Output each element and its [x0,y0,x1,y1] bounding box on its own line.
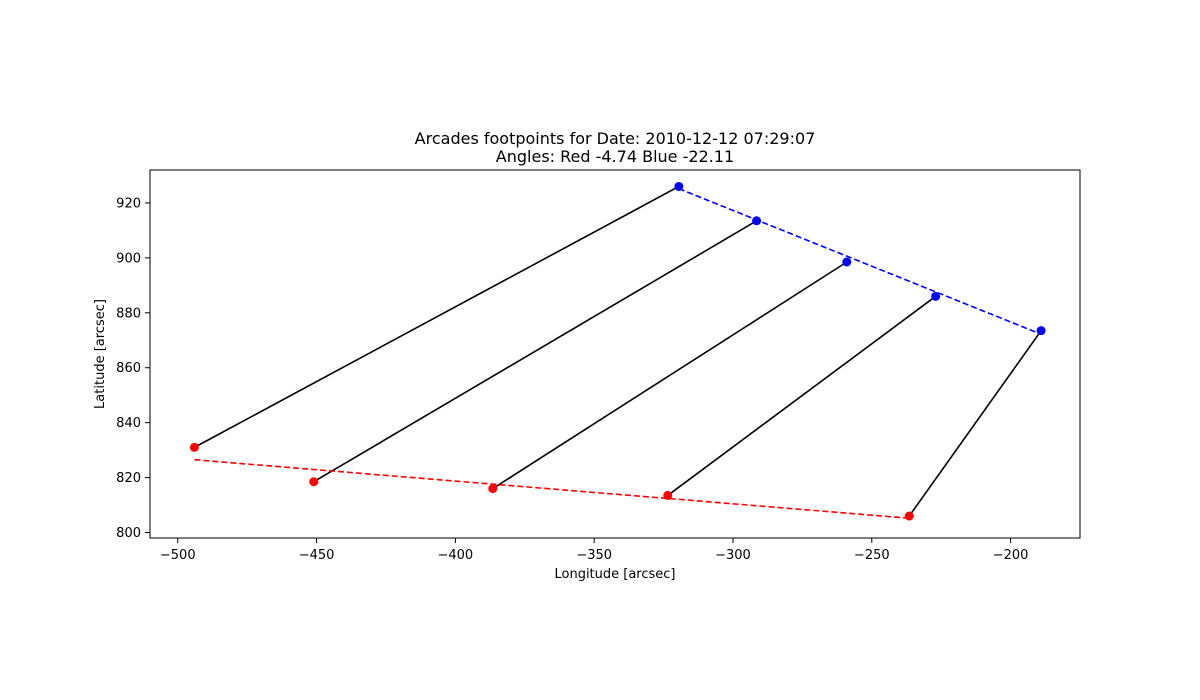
connector-line [492,261,848,490]
blue-point [842,257,852,267]
red-point [309,477,319,487]
y-tick-label: 860 [116,361,141,376]
red-fit-line [194,458,910,520]
chart-subtitle: Angles: Red -4.74 Blue -22.11 [496,147,734,166]
red-point [663,490,673,500]
connector-line [908,330,1042,517]
plot-frame [149,169,1081,539]
blue-points [674,181,1046,336]
y-tick-label: 840 [116,416,141,431]
x-tick-label: −200 [993,548,1029,563]
blue-point [674,181,684,191]
connector-line [313,220,757,483]
red-points [189,442,914,521]
y-tick-label: 880 [116,306,141,321]
connector-line [194,185,680,449]
chart-title: Arcades footpoints for Date: 2010-12-12 … [415,129,816,148]
blue-point [752,216,762,226]
x-tick-label: −450 [299,548,335,563]
y-axis-label: Latitude [arcsec] [93,299,108,409]
x-tick-label: −350 [576,548,612,563]
connector-line [667,295,937,497]
y-tick-label: 800 [116,526,141,541]
x-axis-label: Longitude [arcsec] [554,567,675,582]
red-point [904,511,914,521]
x-tick-label: −300 [715,548,751,563]
y-tick-label: 920 [116,196,141,211]
red-point [488,484,498,494]
y-axis: 800 820 840 860 880 900 920 [116,196,150,541]
x-tick-label: −400 [438,548,474,563]
y-tick-label: 900 [116,251,141,266]
x-tick-label: −500 [160,548,196,563]
blue-point [931,291,941,301]
blue-fit-line [678,187,1042,335]
y-tick-label: 820 [116,471,141,486]
x-axis: −500 −450 −400 −350 −300 −250 −200 [160,538,1029,563]
fit-lines [194,187,1042,520]
connector-lines [194,185,1042,517]
blue-point [1036,326,1046,336]
x-tick-label: −250 [854,548,890,563]
red-point [189,442,199,452]
